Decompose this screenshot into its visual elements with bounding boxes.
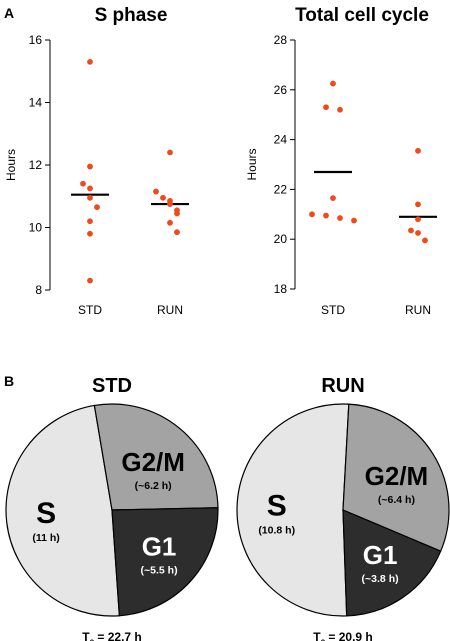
data-point [167, 219, 173, 226]
data-point [422, 237, 428, 244]
tc-prefix: T [82, 630, 90, 641]
y-tick-label: 16 [29, 33, 43, 47]
pie-slice [93, 403, 219, 511]
x-tick-label: RUN [157, 303, 183, 317]
data-point [87, 163, 93, 170]
slice-hours-label: (~3.8 h) [362, 573, 399, 585]
data-point [323, 212, 329, 219]
pie-title: STD [92, 375, 132, 397]
slice-phase-label: S [267, 489, 287, 522]
x-tick-label: STD [321, 303, 345, 317]
pie-slice [342, 509, 442, 617]
data-point [309, 211, 315, 218]
tc-value: = 22.7 h [94, 630, 142, 641]
data-point [323, 104, 329, 111]
data-point [87, 58, 93, 65]
pie-slice [236, 403, 350, 617]
data-point [87, 185, 93, 192]
data-point [87, 194, 93, 201]
x-tick-label: RUN [405, 303, 431, 317]
y-tick-label: 24 [274, 133, 288, 147]
y-tick-label: 14 [29, 96, 43, 110]
y-tick-label: 22 [274, 182, 288, 196]
slice-phase-label: G1 [363, 540, 398, 570]
data-point [174, 210, 180, 217]
data-point [167, 201, 173, 207]
plot-title: S phase [95, 5, 168, 26]
data-point [167, 149, 173, 156]
pie-slice [342, 403, 450, 552]
panel-b-label: B [4, 373, 14, 389]
slice-hours-label: (~5.5 h) [141, 564, 178, 576]
run-pie-chart: RUN S (10.8 h) G2/M (~6.4 h) G1 (~3.8 h) Tc = 2… [236, 375, 450, 641]
pie-slice [5, 404, 121, 617]
slice-hours-label: (10.8 h) [258, 524, 295, 536]
pie-title: RUN [321, 375, 364, 397]
data-point [337, 215, 343, 221]
plot-title: Total cell cycle [295, 5, 429, 26]
tc-label: Tc = 20.9 h [313, 630, 373, 641]
data-point [153, 188, 159, 195]
slice-hours-label: (~6.2 h) [135, 480, 172, 492]
data-point [415, 230, 421, 236]
data-point [330, 195, 336, 202]
data-point [330, 80, 336, 87]
tc-prefix: T [313, 630, 321, 641]
data-point [174, 229, 180, 236]
data-point [87, 277, 93, 284]
data-point [415, 147, 421, 154]
y-tick-label: 18 [274, 282, 288, 296]
y-tick-label: 12 [29, 158, 43, 172]
pie-slice [111, 507, 219, 617]
data-point [80, 180, 86, 187]
panel-a-label: A [4, 5, 14, 21]
std-pie-chart: STD S (11 h) G2/M (~6.2 h) G1 (~5.5 h) Tc = 22.… [5, 375, 219, 641]
slice-hours-label: (~6.4 h) [378, 494, 415, 506]
data-point [94, 204, 100, 211]
y-axis-label: Hours [4, 149, 18, 181]
slice-phase-label: S [36, 497, 56, 530]
y-tick-label: 20 [274, 232, 288, 246]
y-tick-label: 8 [35, 283, 42, 297]
y-tick-label: 28 [274, 33, 288, 47]
data-point [160, 194, 166, 201]
data-point [337, 106, 343, 113]
tc-value: = 20.9 h [325, 630, 373, 641]
data-point [415, 216, 421, 223]
data-point [408, 227, 414, 234]
y-tick-label: 10 [29, 221, 43, 235]
slice-phase-label: G2/M [365, 461, 429, 491]
tc-subscript: c [321, 637, 326, 641]
slice-hours-label: (11 h) [32, 532, 59, 544]
total-cell-cycle-plot: Total cell cycle 18 20 22 24 26 28 Hours STD RUN [245, 5, 437, 317]
slice-phase-label: G2/M [121, 447, 185, 477]
x-tick-label: STD [78, 303, 102, 317]
tc-label: Tc = 22.7 h [82, 630, 142, 641]
y-axis-label: Hours [245, 148, 259, 180]
data-point [87, 218, 93, 225]
y-tick-label: 26 [274, 83, 288, 97]
data-point [351, 217, 357, 224]
slice-phase-label: G1 [142, 531, 177, 561]
data-point [87, 230, 93, 237]
s-phase-plot: S phase 8 10 12 14 16 Hours STD RUN [4, 5, 189, 317]
tc-subscript: c [90, 637, 95, 641]
data-point [415, 201, 421, 208]
